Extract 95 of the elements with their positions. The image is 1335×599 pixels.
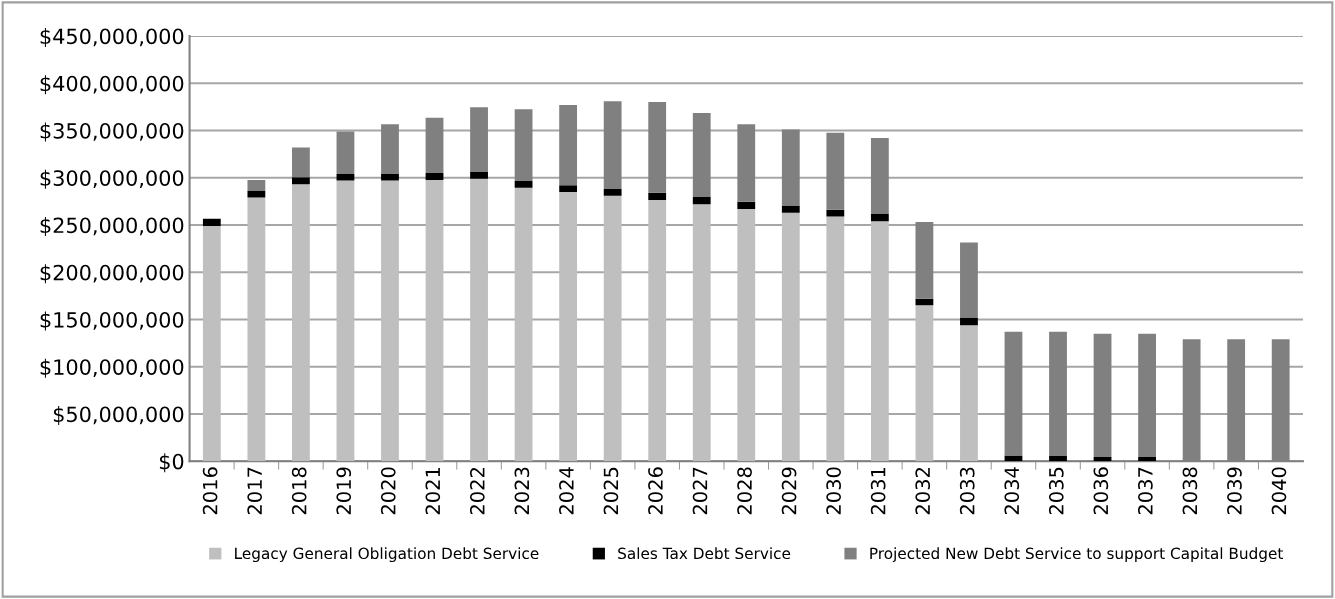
x-tick-label: 2025 [603,467,619,515]
x-tick-label: 2037 [1138,467,1153,515]
bar [915,305,934,462]
x-tick-label: 2024 [559,467,574,515]
bar [1049,331,1067,456]
y-tick-label: $450,000,000 [40,28,184,47]
bar [737,208,756,462]
bar [960,242,978,319]
x-tick-label: 2022 [469,468,485,515]
bar [826,209,845,217]
bar [559,104,578,186]
bar [648,102,667,193]
bar [202,225,221,462]
bar [470,107,488,172]
bar [514,181,533,188]
bar [514,187,533,462]
y-tick-label: $300,000,000 [40,169,184,189]
legend-label: Projected New Debt Service to support Capital Budget [870,547,1283,563]
x-tick-label: 2027 [692,467,708,515]
bar [559,185,578,192]
legend-label: Legacy General Obligation Debt Service [235,547,539,563]
x-tick-label: 2030 [826,467,841,515]
x-tick-label: 2019 [336,467,352,515]
bar [870,221,889,462]
bar [425,180,444,462]
y-tick-label: $50,000,000 [53,406,184,425]
bar [336,173,355,181]
y-tick-label: $200,000,000 [40,264,184,284]
bar [737,124,756,202]
y-tick-label: $0 [159,453,184,473]
x-tick-label: 2039 [1227,467,1242,515]
x-tick-label: 2034 [1004,467,1020,515]
bar [648,199,667,462]
x-tick-label: 2033 [959,467,975,515]
bar [514,109,533,182]
bar [692,112,711,198]
bar [692,204,711,462]
bar [603,101,622,190]
bar [470,171,488,179]
x-tick-label: 2038 [1182,467,1198,515]
bar [826,216,845,462]
bar [1093,333,1112,457]
bar [1138,456,1156,462]
legend-label: Sales Tax Debt Service [618,547,791,560]
bar [336,131,355,174]
y-tick-label: $350,000,000 [40,122,184,142]
x-tick-label: 2035 [1048,467,1064,515]
bar [336,180,355,462]
bar [292,177,310,185]
bar [381,180,399,462]
y-tick-label: $150,000,000 [40,311,184,331]
x-tick-label: 2040 [1271,467,1287,515]
bar [870,138,889,215]
x-tick-label: 2023 [514,467,530,515]
x-tick-label: 2021 [425,467,441,515]
bar [648,192,667,200]
bar [559,191,578,462]
y-tick-label: $250,000,000 [40,217,184,236]
x-tick-label: 2018 [291,467,307,515]
x-tick-label: 2016 [202,467,218,515]
bar [603,189,622,196]
x-tick-label: 2017 [247,467,263,515]
bar [781,129,800,206]
bar [425,172,444,181]
bar [292,184,310,462]
bar [470,178,488,462]
bar [202,218,221,226]
bar [1138,333,1156,457]
bar [826,132,845,210]
bar [915,222,934,299]
x-tick-label: 2032 [915,468,931,515]
bar [1004,331,1023,456]
bar [381,173,399,181]
bar [737,201,756,209]
bar [292,147,310,178]
x-tick-label: 2026 [648,467,663,515]
bar [247,190,266,198]
bar [425,117,444,173]
x-tick-label: 2020 [380,467,396,515]
bar [692,197,711,205]
x-tick-label: 2031 [870,467,886,515]
bar [870,214,889,222]
x-tick-label: 2036 [1093,467,1109,515]
bar [247,180,266,191]
x-tick-label: 2029 [781,467,797,515]
y-tick-label: $400,000,000 [40,75,184,95]
bar [960,325,978,462]
x-tick-label: 2028 [737,467,752,515]
bar [381,124,399,174]
bar [781,205,800,213]
y-tick-label: $100,000,000 [40,358,184,378]
bar [247,197,266,462]
bar [603,195,622,462]
bar [960,318,978,326]
bar [781,212,800,462]
